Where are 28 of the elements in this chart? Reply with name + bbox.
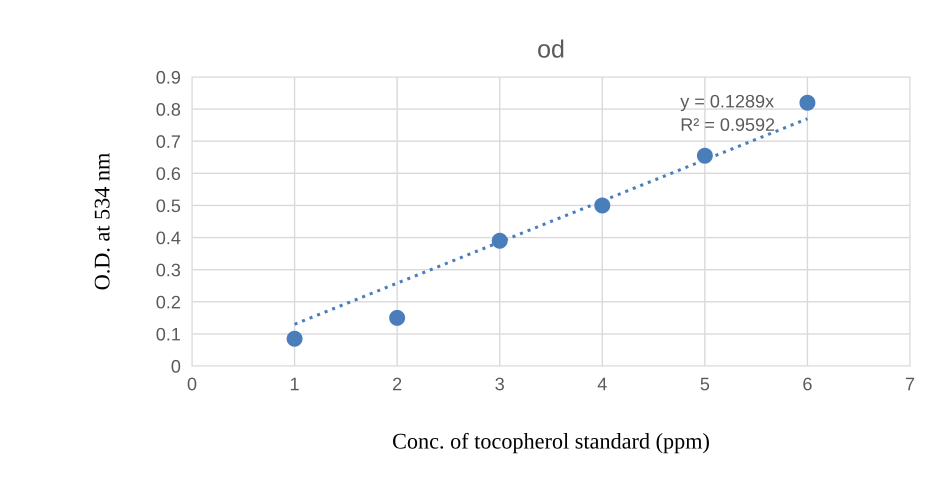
x-tick-label: 5 — [700, 378, 710, 390]
x-tick-label: 3 — [495, 378, 504, 390]
point — [696, 148, 713, 164]
x-tick-label: 6 — [803, 378, 812, 390]
point — [389, 310, 406, 326]
y-tick-label: 0.6 — [156, 167, 180, 180]
y-tick-label: 0.7 — [156, 135, 180, 148]
point — [286, 330, 303, 347]
x-tick-label: 2 — [393, 378, 402, 390]
y-tick-label: 0.8 — [156, 103, 180, 116]
x-tick-label: 0 — [188, 378, 196, 390]
point — [799, 94, 816, 111]
x-tick-label: 7 — [906, 378, 914, 390]
annotation: y = 0.1289x R² = 0.9592 — [680, 94, 774, 131]
point — [594, 197, 610, 214]
y-tick-label: 0.5 — [156, 199, 180, 212]
y-tick-label: 0.4 — [156, 231, 180, 244]
y-tick-label: 0.9 — [156, 70, 180, 84]
point — [492, 232, 508, 249]
x-tick-label: 4 — [598, 378, 607, 390]
x-tick-label: 1 — [290, 378, 299, 390]
x-axis-title: Conc. of tocopherol standard (ppm) — [393, 432, 709, 454]
y-tick-label: 0.3 — [156, 264, 180, 276]
y-axis-title: O.D. at 534 nm — [94, 153, 110, 290]
chart-title: od — [538, 39, 564, 58]
y-tick-label: 0.1 — [156, 328, 180, 341]
y-tick-label: 0.2 — [156, 296, 180, 308]
y-tick-label: 0 — [172, 360, 180, 373]
